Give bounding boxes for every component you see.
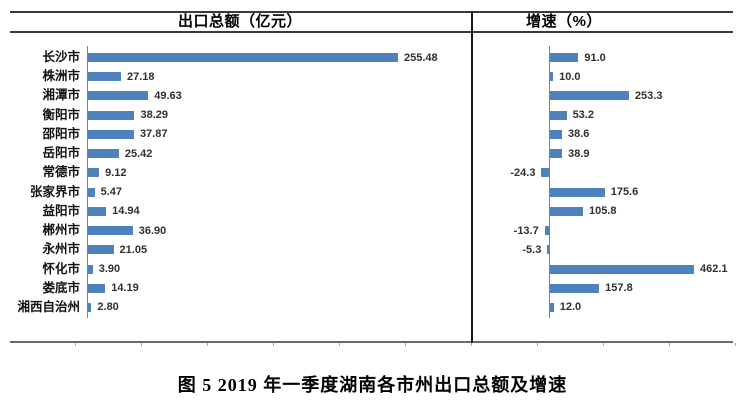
figure-bottom-rule bbox=[10, 341, 733, 343]
bar bbox=[88, 91, 149, 101]
value-label: 255.48 bbox=[403, 51, 438, 64]
bar bbox=[88, 187, 95, 197]
bar bbox=[550, 264, 694, 274]
axis-tick-mark bbox=[207, 343, 208, 346]
value-label: 37.87 bbox=[139, 128, 168, 141]
header-top-rule bbox=[10, 11, 733, 13]
bar bbox=[550, 283, 600, 293]
value-label: 21.05 bbox=[119, 243, 148, 256]
left-chart-title: 出口总额（亿元） bbox=[177, 13, 302, 30]
bar bbox=[88, 72, 121, 82]
panel-divider-line bbox=[471, 11, 473, 343]
bar bbox=[550, 72, 554, 82]
bar bbox=[88, 129, 134, 139]
value-label: 27.18 bbox=[126, 70, 155, 83]
value-label: 36.90 bbox=[138, 224, 167, 237]
bar bbox=[88, 53, 398, 62]
axis-tick-mark bbox=[273, 343, 274, 346]
value-label: -5.3 bbox=[522, 243, 542, 256]
bar bbox=[541, 168, 549, 178]
value-label: 38.6 bbox=[568, 128, 590, 141]
bar bbox=[88, 245, 114, 255]
value-label: 38.29 bbox=[140, 109, 168, 122]
category-label: 常德市 bbox=[42, 165, 80, 180]
bar bbox=[88, 283, 106, 293]
category-label: 湘西自治州 bbox=[17, 299, 80, 314]
bar bbox=[88, 110, 135, 120]
left-chart-value-axis bbox=[87, 46, 88, 318]
value-label: 3.90 bbox=[98, 263, 121, 276]
axis-tick-mark bbox=[471, 343, 472, 346]
category-label: 岳阳市 bbox=[42, 146, 80, 161]
value-label: 9.12 bbox=[105, 166, 127, 179]
right-chart-title: 增速（%） bbox=[526, 13, 602, 30]
bar bbox=[550, 187, 605, 197]
axis-tick-mark bbox=[735, 343, 736, 346]
value-label: 12.0 bbox=[559, 301, 582, 314]
bar bbox=[88, 168, 100, 178]
value-label: 253.3 bbox=[634, 89, 663, 102]
bar bbox=[550, 129, 563, 139]
category-label: 娄底市 bbox=[42, 280, 80, 295]
right-chart-value-axis bbox=[549, 46, 550, 318]
value-label: 53.2 bbox=[572, 109, 594, 122]
category-label: 株洲市 bbox=[42, 69, 80, 84]
value-label: -13.7 bbox=[513, 224, 539, 237]
bar bbox=[550, 149, 563, 159]
bar bbox=[544, 226, 549, 236]
value-label: 91.0 bbox=[584, 51, 606, 64]
value-label: 38.9 bbox=[568, 147, 590, 160]
value-label: 175.6 bbox=[610, 186, 639, 199]
bar bbox=[550, 53, 579, 62]
axis-tick-mark bbox=[75, 343, 76, 346]
category-label: 张家界市 bbox=[29, 184, 80, 199]
axis-tick-mark bbox=[339, 343, 340, 346]
bar bbox=[550, 206, 583, 216]
category-label: 湘潭市 bbox=[42, 88, 80, 103]
category-label: 郴州市 bbox=[42, 223, 80, 238]
value-label: 5.47 bbox=[100, 186, 123, 199]
category-label: 长沙市 bbox=[42, 50, 80, 64]
category-label: 益阳市 bbox=[42, 203, 80, 218]
bar bbox=[550, 91, 629, 101]
bar bbox=[547, 245, 549, 255]
value-label: -24.3 bbox=[510, 166, 536, 179]
value-label: 10.0 bbox=[559, 70, 581, 83]
value-label: 14.94 bbox=[112, 205, 140, 218]
axis-tick-mark bbox=[669, 343, 670, 346]
value-label: 462.1 bbox=[699, 263, 728, 276]
axis-tick-mark bbox=[537, 343, 538, 346]
category-label: 永州市 bbox=[42, 242, 80, 257]
category-label: 邵阳市 bbox=[42, 126, 80, 141]
category-label: 怀化市 bbox=[42, 261, 80, 276]
axis-tick-mark bbox=[141, 343, 142, 346]
bar bbox=[550, 302, 554, 312]
value-label: 157.8 bbox=[605, 282, 633, 295]
value-label: 25.42 bbox=[124, 147, 153, 160]
bar bbox=[550, 110, 567, 120]
value-label: 2.80 bbox=[97, 301, 119, 314]
value-label: 14.19 bbox=[111, 282, 139, 295]
bar bbox=[88, 206, 107, 216]
bar bbox=[88, 302, 92, 312]
axis-tick-mark bbox=[603, 343, 604, 346]
header-bottom-rule bbox=[10, 31, 733, 33]
bar bbox=[88, 264, 93, 274]
bar bbox=[88, 149, 119, 159]
value-label: 49.63 bbox=[154, 89, 182, 102]
figure-caption: 图 5 2019 年一季度湖南各市州出口总额及增速 bbox=[177, 375, 568, 395]
category-label: 衡阳市 bbox=[42, 107, 80, 122]
axis-tick-mark bbox=[405, 343, 406, 346]
bar bbox=[88, 226, 133, 236]
value-label: 105.8 bbox=[588, 205, 617, 218]
